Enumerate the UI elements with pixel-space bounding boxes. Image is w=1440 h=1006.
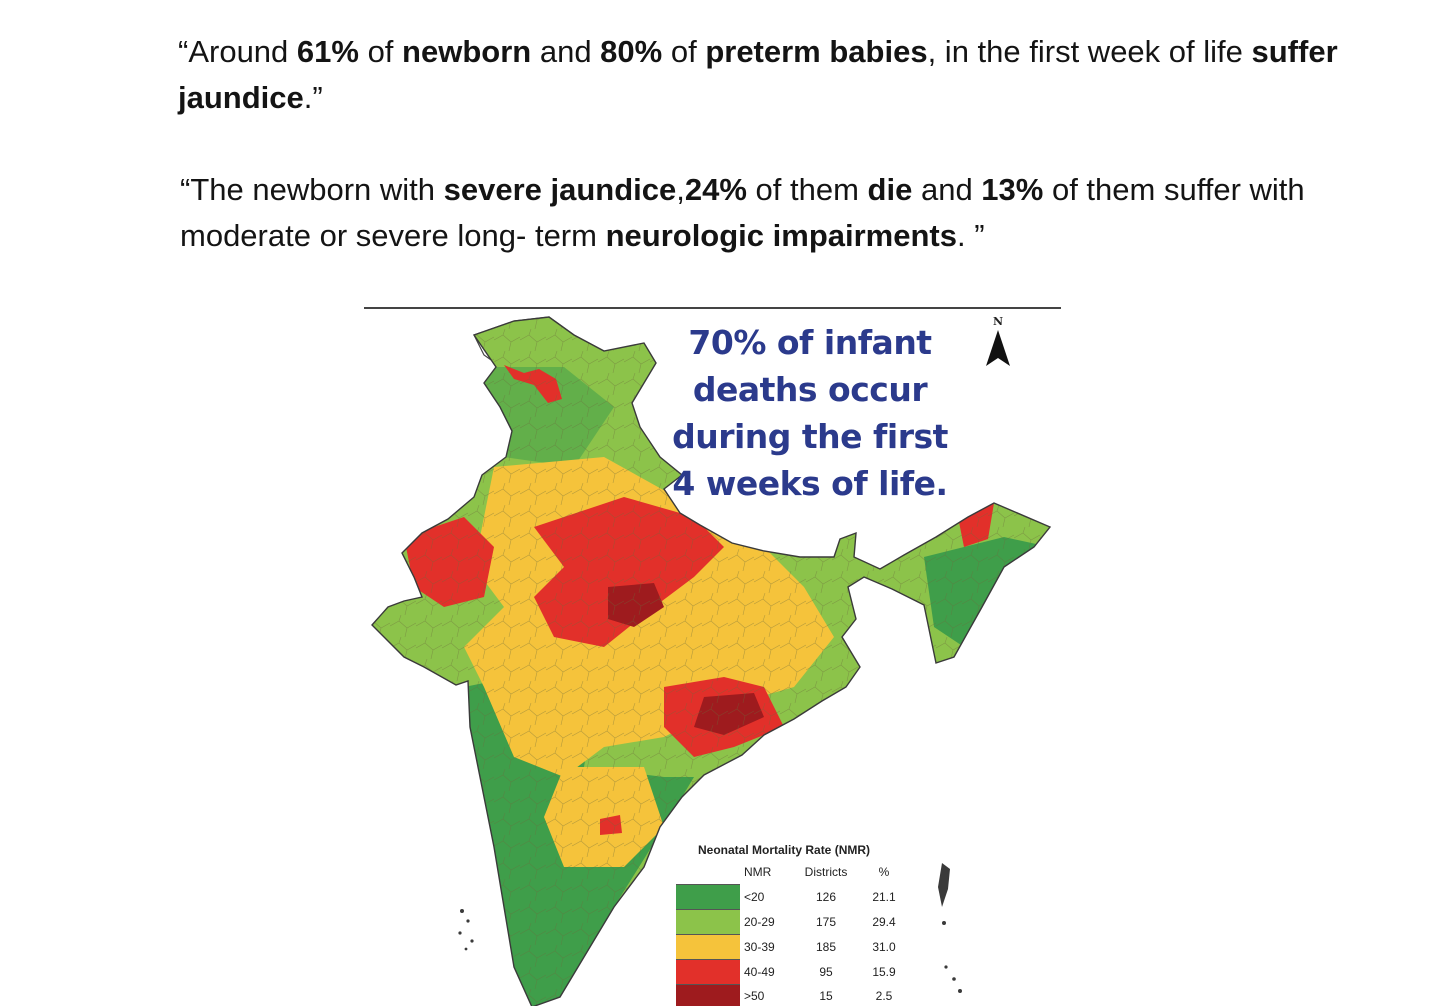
legend-header-percent: % xyxy=(878,865,890,879)
legend-percent: 31.0 xyxy=(872,939,896,954)
legend-percent: 29.4 xyxy=(872,914,896,929)
legend-table: NMR Districts % <20 126 21.1 20-29 175 29.4 30… xyxy=(676,865,912,1006)
nmr-legend: Neonatal Mortality Rate (NMR) NMR Distri… xyxy=(676,843,936,1006)
legend-nmr: 40-49 xyxy=(744,964,775,979)
legend-swatch xyxy=(676,958,740,984)
north-arrow: N xyxy=(984,315,1012,373)
legend-districts: 185 xyxy=(815,939,837,954)
legend-districts: 95 xyxy=(819,964,833,979)
legend-swatch xyxy=(676,883,740,909)
legend-header-districts: Districts xyxy=(804,865,848,879)
legend-nmr: 20-29 xyxy=(744,914,775,929)
quote-severe-jaundice-outcomes: “The newborn with severe jaundice,24% of… xyxy=(180,172,1305,253)
north-label: N xyxy=(992,315,1004,328)
legend-title: Neonatal Mortality Rate (NMR) xyxy=(698,843,871,857)
legend-districts: 175 xyxy=(815,914,837,929)
north-arrow-icon xyxy=(986,330,1010,366)
legend-percent: 21.1 xyxy=(872,889,896,904)
legend-nmr: >50 xyxy=(744,989,765,1004)
map-headline: 70% of infant deaths occur during the fi… xyxy=(672,323,948,503)
legend-row: 40-49 95 15.9 xyxy=(676,958,912,984)
legend-nmr: <20 xyxy=(744,889,765,904)
legend-swatch xyxy=(676,933,740,959)
legend-row: >50 15 2.5 xyxy=(676,983,912,1006)
map-country-outline xyxy=(371,316,1052,1006)
legend-header-row: NMR Districts % xyxy=(676,865,912,884)
legend-districts: 126 xyxy=(815,889,837,904)
legend-percent: 2.5 xyxy=(875,989,893,1004)
quote-jaundice-prevalence: “Around 61% of newborn and 80% of preter… xyxy=(178,34,1338,115)
legend-header-nmr: NMR xyxy=(744,865,772,879)
legend-percent: 15.9 xyxy=(872,964,896,979)
legend-nmr: 30-39 xyxy=(744,939,775,954)
legend-swatch xyxy=(676,908,740,934)
nmr-map-figure: 70% of infant deaths occur during the fi… xyxy=(364,307,1061,1006)
legend-row: 30-39 185 31.0 xyxy=(676,933,912,959)
legend-row: 20-29 175 29.4 xyxy=(676,908,912,934)
legend-row: <20 126 21.1 xyxy=(676,883,912,909)
map-islands xyxy=(458,863,962,993)
legend-districts: 15 xyxy=(819,989,833,1004)
legend-swatch xyxy=(676,983,740,1006)
figure-top-rule xyxy=(364,307,1061,309)
